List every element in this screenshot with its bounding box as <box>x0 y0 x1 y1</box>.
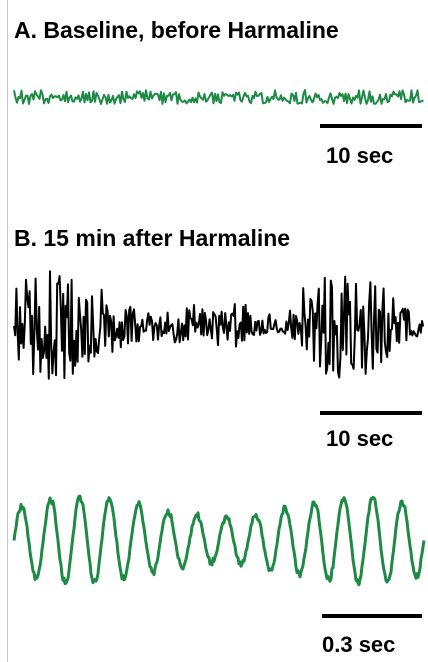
scale-label-b: 10 sec <box>326 426 393 451</box>
trace-b-after-harmaline <box>13 270 425 380</box>
panel-b-title: B. 15 min after Harmaline <box>14 225 290 251</box>
trace-c-expanded <box>12 494 426 587</box>
trace-a-baseline <box>13 89 424 105</box>
figure-left-border <box>7 0 8 662</box>
panel-a-title: A. Baseline, before Harmaline <box>14 17 339 43</box>
scale-label-a: 10 sec <box>326 143 393 168</box>
scale-label-c: 0.3 sec <box>322 632 395 657</box>
